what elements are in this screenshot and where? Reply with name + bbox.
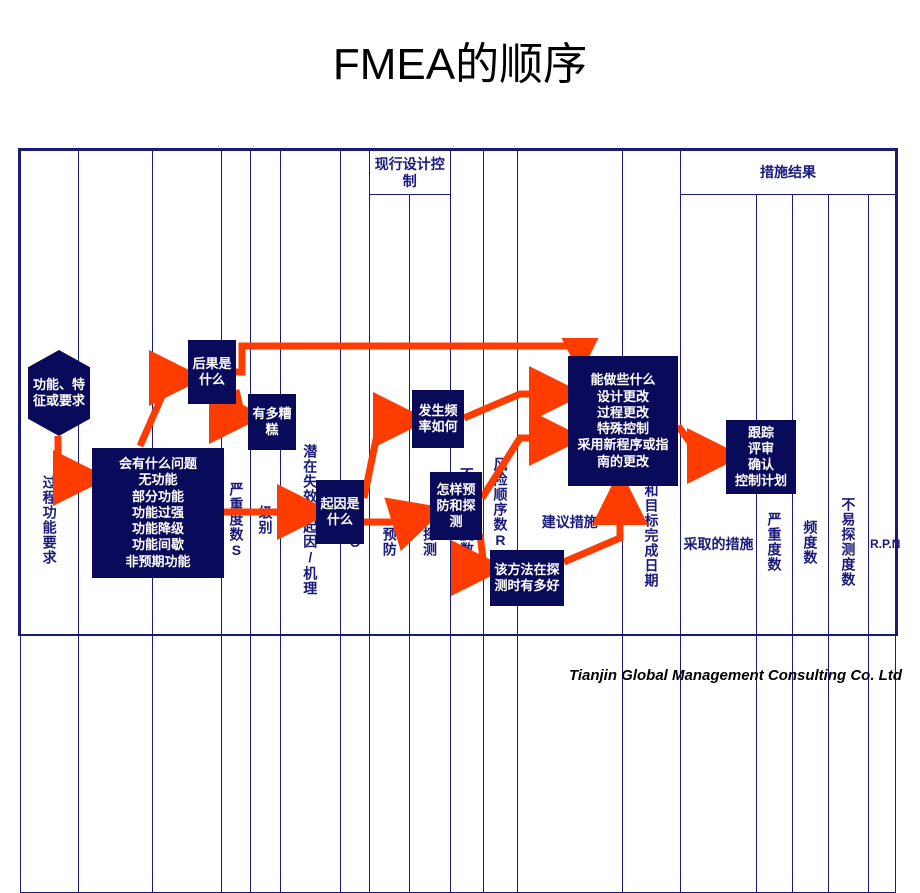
col-group-control: 现行设计控制: [375, 156, 445, 188]
node-actions: 能做些什么 设计更改 过程更改 特殊控制 采用新程序或指南的更改: [568, 356, 678, 486]
col-group-results: 措施结果: [760, 164, 816, 180]
node-detect-good: 该方法在探测时有多好: [490, 550, 564, 606]
page-title: FMEA的顺序: [0, 0, 920, 92]
node-prevent-detect: 怎样预防和探测: [430, 472, 482, 540]
node-cause: 起因是什么: [316, 480, 364, 544]
fmea-table: 过程功能要求 潜在失效模式 潜在失效的后果 严重度数S 级别 潜在失效的起因/机…: [18, 148, 898, 636]
flowchart: 功能、特征或要求 会有什么问题 无功能 部分功能 功能过强 功能降级 功能间歇 …: [20, 338, 896, 638]
node-track: 跟踪 评审 确认 控制计划: [726, 420, 796, 494]
node-frequency: 发生频率如何: [412, 390, 464, 448]
node-function: 功能、特征或要求: [28, 350, 90, 436]
footer-text: Tianjin Global Management Consulting Co.…: [569, 667, 902, 684]
node-severity: 有多糟糕: [248, 394, 296, 450]
node-effect: 后果是什么: [188, 340, 236, 404]
node-problems: 会有什么问题 无功能 部分功能 功能过强 功能降级 功能间歇 非预期功能: [92, 448, 224, 578]
